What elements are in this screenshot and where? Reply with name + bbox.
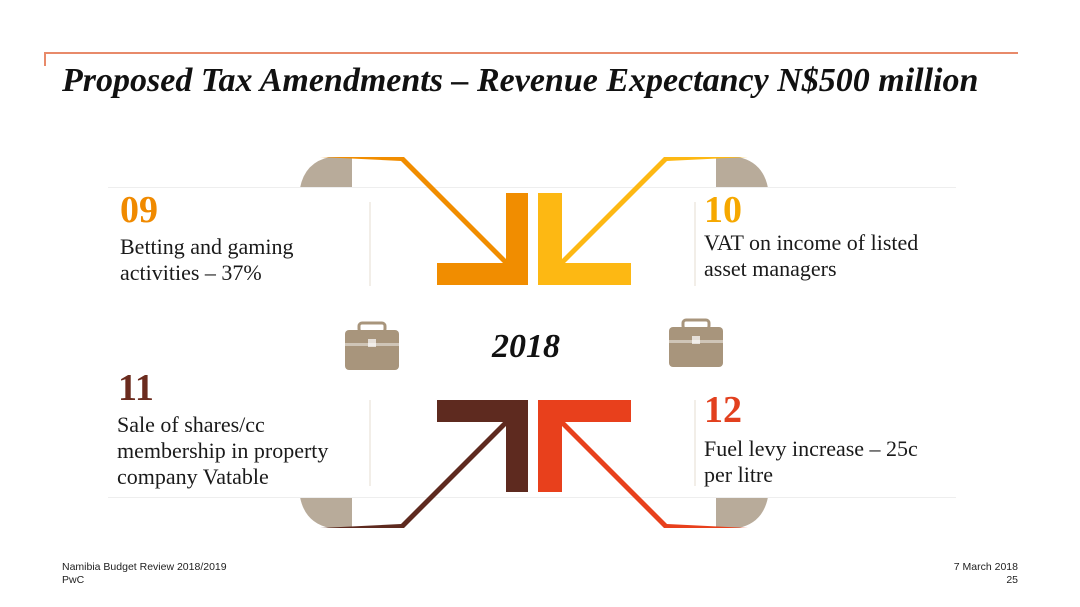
card-11-number: 11 (118, 367, 154, 409)
header-rule-tick (44, 52, 46, 66)
header-rule (44, 52, 1018, 54)
card-10-text: VAT on income of listed asset managers (704, 230, 919, 281)
footer-left: Namibia Budget Review 2018/2019 PwC (62, 561, 227, 587)
card-11-text: Sale of shares/cc membership in property… (117, 412, 329, 489)
fold-top-left (300, 157, 352, 188)
panel-shadow-bottom (108, 497, 956, 498)
footer-page-number: 25 (1006, 574, 1018, 586)
fold-bottom-right (716, 497, 768, 528)
card-09-number: 09 (120, 189, 158, 231)
fold-bottom-left (300, 497, 352, 528)
briefcase-icon (345, 321, 399, 370)
briefcase-icon (669, 318, 723, 367)
slide-title: Proposed Tax Amendments – Revenue Expect… (62, 62, 979, 99)
card-12-number: 12 (704, 389, 742, 431)
fold-top-right (716, 157, 768, 188)
footer-company: PwC (62, 574, 85, 586)
card-10-number: 10 (704, 189, 742, 231)
footer-doc-title: Namibia Budget Review 2018/2019 (62, 561, 227, 573)
card-09-text: Betting and gaming activities – 37% (120, 234, 294, 285)
card-12-text: Fuel levy increase – 25c per litre (704, 436, 918, 487)
footer-date: 7 March 2018 (953, 561, 1018, 573)
center-year: 2018 (492, 328, 560, 365)
arrow-12 (538, 400, 748, 528)
panel-shadow-top (108, 187, 956, 188)
arrow-10 (538, 157, 748, 285)
content-panel (108, 188, 956, 497)
arrow-11 (320, 400, 528, 528)
footer-right: 7 March 2018 25 (954, 561, 1018, 587)
arrow-09 (320, 157, 528, 285)
